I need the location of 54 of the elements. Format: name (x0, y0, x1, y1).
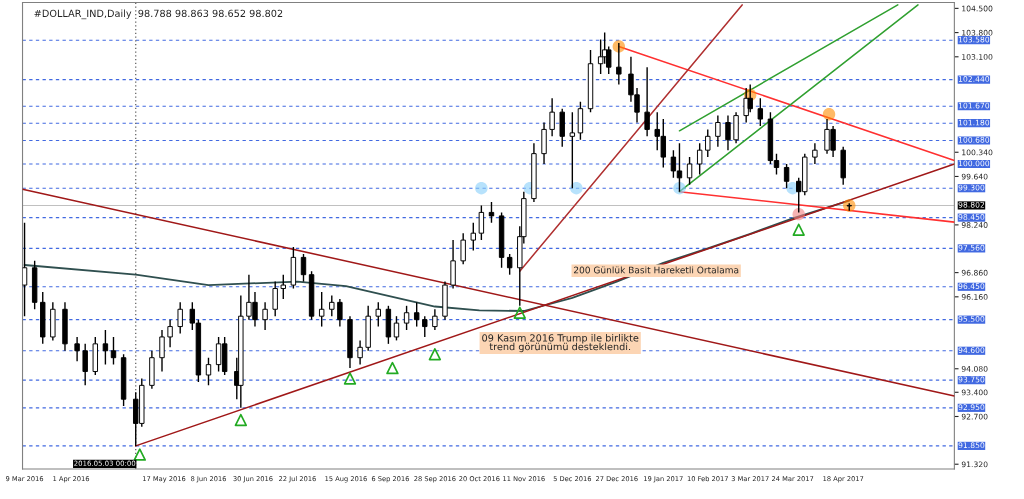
candlestick (569, 111, 576, 189)
candlestick (725, 114, 731, 151)
candlestick (644, 66, 650, 138)
candlestick (262, 301, 268, 331)
candlestick (357, 339, 363, 366)
candlestick (110, 336, 117, 366)
candlestick (329, 294, 335, 317)
point (475, 182, 488, 195)
candlestick (403, 305, 410, 331)
candlestick (549, 97, 555, 138)
candlestick (506, 253, 513, 276)
candlestick (375, 301, 381, 328)
annotation: 200 Günlük Basit Hareketli Ortalama (573, 266, 739, 274)
candlestick (478, 204, 485, 241)
candlestick (470, 222, 476, 252)
candlestick (488, 201, 495, 224)
point (428, 348, 442, 361)
candlestick (300, 253, 307, 283)
candlestick (393, 315, 400, 342)
point (234, 413, 248, 427)
candlestick (318, 291, 325, 328)
candlestick (757, 97, 764, 127)
candlestick (705, 128, 711, 158)
candlestick (616, 42, 622, 86)
candlestick (280, 273, 286, 300)
candlestick (177, 301, 183, 335)
candlestick (783, 163, 790, 189)
candlestick (812, 142, 818, 165)
text: #DOLLAR_IND,Daily 98.788 98.863 98.652 98.802 (34, 9, 283, 20)
point (792, 207, 805, 221)
candlestick (272, 280, 278, 317)
point (133, 448, 146, 461)
point (513, 306, 526, 319)
point (822, 108, 836, 121)
candlestick (696, 142, 703, 176)
point (386, 361, 399, 375)
candlestick (686, 156, 693, 186)
candlestick (167, 318, 173, 349)
candlestick (422, 315, 428, 338)
candlestick (74, 336, 80, 362)
candlestick (102, 329, 109, 366)
point (343, 372, 357, 385)
candlestick (337, 298, 343, 328)
candlestick (432, 308, 438, 331)
candlestick (413, 301, 420, 328)
candlestick (715, 114, 721, 148)
candlestick (159, 329, 165, 373)
candlestick (82, 343, 88, 387)
candlestick (747, 83, 753, 113)
point (792, 223, 805, 236)
candlestick (205, 356, 212, 387)
point (570, 182, 583, 195)
annotation: 09 Kasım 2016 Trump ile birlikte trend görünümü desteklendi. (482, 334, 639, 353)
candlestick (460, 232, 466, 266)
